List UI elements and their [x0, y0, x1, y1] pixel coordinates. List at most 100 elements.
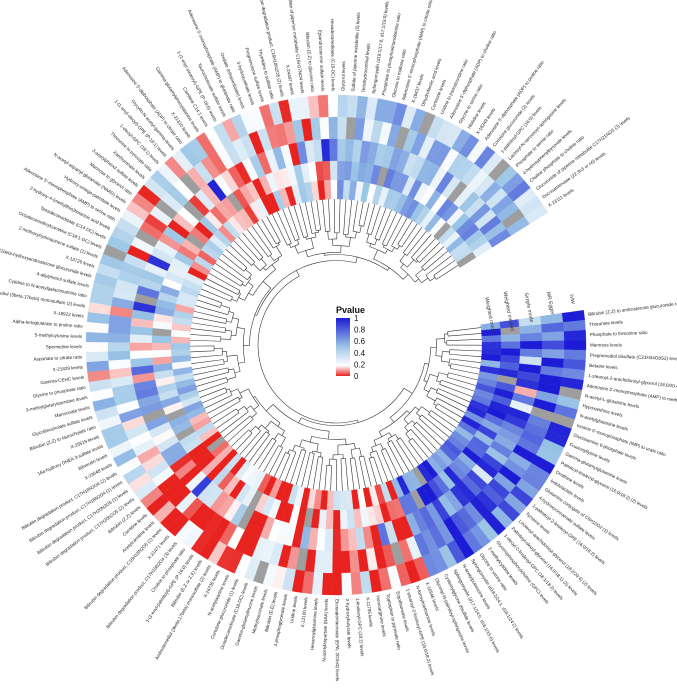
dendrogram-branch [237, 236, 260, 261]
dendrogram-branch [390, 417, 395, 423]
dendrogram-branch [278, 242, 280, 245]
dendrogram-branch [264, 421, 272, 429]
dendrogram-branch [298, 417, 302, 424]
heatmap-cell [541, 331, 565, 342]
dendrogram-branch [289, 244, 292, 248]
dendrogram-branch [397, 220, 413, 245]
dendrogram-branch [268, 253, 273, 257]
dendrogram-branch [414, 278, 419, 283]
heatmap-cell [107, 332, 131, 343]
heatmap-cell [107, 342, 131, 352]
heatmap-cell [500, 333, 521, 342]
row-label: X-12100 levels [300, 596, 309, 627]
row-label: Epiandrosterone sulfate levels [317, 30, 325, 92]
dendrogram-branch [449, 353, 482, 358]
dendrogram-branch [226, 320, 232, 323]
dendrogram-branch [305, 236, 307, 240]
heatmap-cell [519, 348, 543, 358]
dendrogram-branch [391, 440, 410, 472]
dendrogram-branch [254, 314, 257, 316]
heatmap-cell [481, 341, 502, 349]
dendrogram-branch [369, 243, 372, 247]
dendrogram-branch [400, 267, 416, 283]
dendrogram-branch [226, 351, 228, 362]
dendrogram-branch [396, 440, 415, 469]
dendrogram-branch [403, 226, 423, 253]
dendrogram-branch [248, 388, 260, 406]
row-label: Hexanoylglutamine levels [310, 597, 319, 650]
dendrogram-branch [316, 229, 321, 231]
dendrogram-branch [421, 246, 445, 268]
dendrogram-branch [295, 450, 307, 486]
heatmap-cell [339, 490, 347, 511]
dendrogram-branch [307, 453, 315, 489]
row-label: Phosphate to threonine ratio [590, 330, 648, 337]
dendrogram-branch [424, 250, 448, 271]
dendrogram-branch [369, 450, 377, 454]
dendrogram-branch [242, 232, 264, 258]
dendrogram-branch [359, 225, 362, 233]
dendrogram-branch [343, 199, 347, 235]
dendrogram-branch [203, 283, 233, 298]
dendrogram-branch [223, 415, 251, 439]
dendrogram-branch [190, 328, 226, 333]
dendrogram-branch [441, 379, 475, 392]
row-label: Spermidine levels [46, 344, 83, 349]
heatmap-cell [107, 350, 131, 361]
heatmap-cell [151, 335, 172, 344]
dendrogram-branch [318, 456, 323, 458]
dendrogram-branch [239, 430, 261, 455]
row-label: Bilirubin (Z,Z) to glucose ratio [305, 32, 316, 93]
dendrogram-branch [258, 440, 277, 469]
dendrogram-branch [373, 456, 383, 484]
heatmap-cell [541, 340, 565, 350]
dendrogram-branch [410, 429, 434, 455]
dendrogram-branch [190, 350, 215, 353]
dendrogram-branch [426, 387, 432, 397]
dendrogram-branch [316, 443, 319, 452]
dendrogram-branch [225, 249, 248, 268]
heatmap-cell [322, 160, 331, 181]
dendrogram-branch [369, 452, 372, 458]
track-label: IVW [568, 294, 576, 305]
dendrogram-branch [413, 425, 438, 451]
dendrogram-branch [418, 414, 422, 419]
dendrogram-branch [227, 376, 237, 381]
dendrogram-branch [192, 363, 225, 370]
dendrogram-branch [277, 211, 292, 244]
dendrogram-branch [239, 397, 243, 400]
heatmap-cell [332, 528, 341, 552]
row-label: Eicosapentaenoate (EPA; 20:5n3) levels [335, 599, 340, 682]
dendrogram-branch [355, 231, 357, 239]
dendrogram-branch [408, 441, 425, 462]
heatmap-cell [319, 116, 330, 140]
dendrogram-branch [274, 433, 279, 440]
dendrogram-branch [223, 360, 228, 363]
dendrogram-branch [257, 424, 262, 429]
dendrogram-branch [216, 412, 240, 429]
row-label: Glycerol levels [340, 60, 346, 91]
row-label: N-acetylaspartate (NAA) levels [322, 598, 329, 662]
dendrogram-branch [380, 443, 384, 450]
row-label: Glycolithocholate sulfate levels [32, 414, 94, 437]
dendrogram-branch [359, 447, 362, 457]
dendrogram-branch [271, 264, 276, 270]
dendrogram-branch [239, 388, 249, 394]
legend-tick: 0.6 [354, 337, 366, 346]
dendrogram-branch [423, 389, 430, 393]
dendrogram-branch [250, 405, 257, 414]
dendrogram-branch [401, 223, 418, 248]
dendrogram-branch [280, 437, 286, 447]
dendrogram-branch [234, 371, 241, 374]
dendrogram-branch [423, 380, 428, 383]
dendrogram-branch [267, 431, 270, 434]
heatmap-cell [85, 331, 109, 343]
dendrogram-branch [233, 368, 237, 378]
dendrogram-branch [270, 421, 285, 432]
dendrogram-branch [385, 249, 388, 254]
dendrogram-branch [435, 355, 442, 357]
dendrogram-branch [284, 452, 297, 482]
dendrogram-branch [263, 267, 266, 271]
dendrogram-branch [388, 432, 392, 437]
dendrogram-branch [257, 275, 358, 424]
